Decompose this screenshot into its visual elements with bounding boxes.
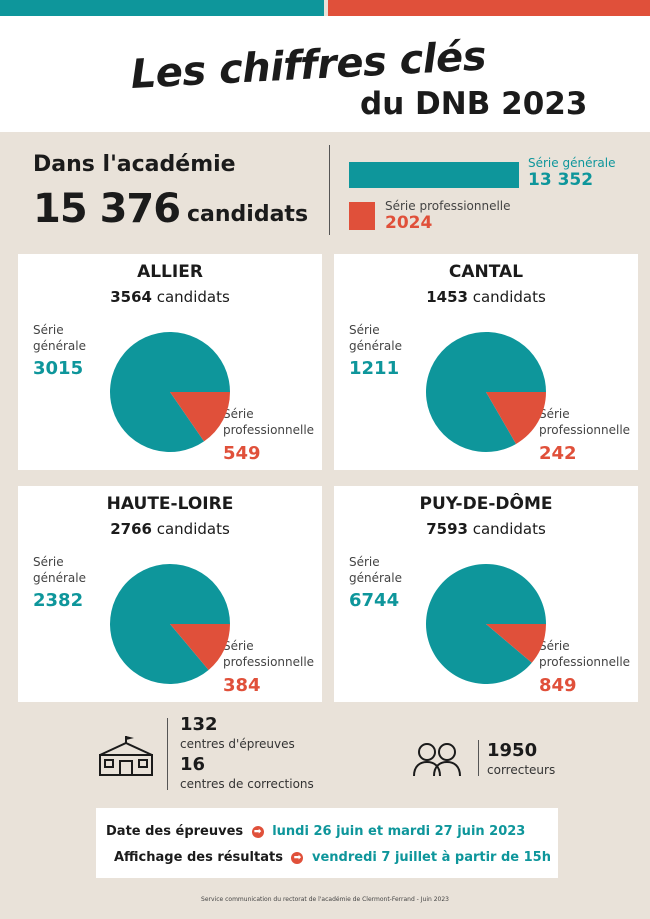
pie-chart-haute-loire [110, 564, 230, 684]
value-serie-pro: 849 [539, 675, 577, 696]
department-card-allier: ALLIER 3564 candidats Série générale 301… [18, 254, 322, 470]
dates-box: Date des épreuves ➡ lundi 26 juin et mar… [96, 808, 558, 878]
divider [329, 145, 330, 235]
academie-label: Dans l'académie [33, 152, 236, 177]
top-bar-teal [0, 0, 324, 16]
bar-serie-professionnelle [349, 202, 375, 230]
department-total: 1453 candidats [426, 288, 546, 306]
date-resultats-row: Affichage des résultats ➡ vendredi 7 jui… [114, 850, 551, 865]
academie-unit: candidats [187, 202, 309, 227]
value-serie-generale: 1211 [349, 358, 400, 379]
department-card-cantal: CANTAL 1453 candidats Série générale 121… [334, 254, 638, 470]
label-serie-generale: Série générale [349, 555, 402, 585]
label-serie-pro: Série professionnelle [539, 639, 631, 669]
label-serie-generale: Série générale [33, 555, 86, 585]
top-bar-red [328, 0, 650, 16]
correcteurs-number: 1950 [487, 740, 538, 761]
value-serie-pro: 242 [539, 443, 577, 464]
label-serie-pro: Série professionnelle [223, 639, 315, 669]
bar-label-generale: Série générale [528, 156, 616, 170]
bar-value-generale: 13 352 [528, 170, 594, 190]
label-serie-pro: Série professionnelle [539, 407, 631, 437]
school-building-icon [99, 736, 153, 776]
value-serie-pro: 384 [223, 675, 261, 696]
footer-credit: Service communication du rectorat de l'a… [201, 896, 449, 903]
department-name: CANTAL [448, 262, 524, 282]
academie-total: 15 376 [33, 186, 181, 232]
header: Les chiffres clés du DNB 2023 [0, 16, 650, 132]
department-name: ALLIER [137, 262, 203, 282]
divider [167, 718, 168, 790]
pie-chart-allier [110, 332, 230, 452]
centres-epreuves-number: 132 [180, 714, 218, 735]
department-total: 2766 candidats [110, 520, 230, 538]
value-serie-generale: 3015 [33, 358, 84, 379]
date-epreuves-row: Date des épreuves ➡ lundi 26 juin et mar… [106, 824, 525, 839]
department-total: 3564 candidats [110, 288, 230, 306]
value-serie-generale: 6744 [349, 590, 400, 611]
people-icon [413, 743, 461, 777]
pie-slice-serie-professionnelle [170, 392, 230, 442]
bar-label-pro: Série professionnelle [385, 199, 511, 213]
arrow-right-icon: ➡ [251, 825, 264, 838]
value-serie-generale: 2382 [33, 590, 84, 611]
department-name: PUY-DE-DÔME [419, 494, 553, 514]
page-subtitle: du DNB 2023 [360, 86, 588, 122]
arrow-right-icon: ➡ [291, 851, 304, 864]
centres-epreuves-label: centres d'épreuves [180, 737, 295, 751]
correcteurs-label: correcteurs [487, 763, 556, 777]
centres-corrections-number: 16 [180, 754, 206, 775]
label-serie-pro: Série professionnelle [223, 407, 315, 437]
pie-slice-serie-professionnelle [486, 392, 546, 444]
pie-chart-cantal [426, 332, 546, 452]
bar-value-pro: 2024 [385, 213, 433, 233]
date-epreuves-value: lundi 26 juin et mardi 27 juin 2023 [272, 824, 526, 839]
date-epreuves-label: Date des épreuves [106, 824, 244, 839]
department-name: HAUTE-LOIRE [106, 494, 234, 514]
value-serie-pro: 549 [223, 443, 261, 464]
label-serie-generale: Série générale [349, 323, 402, 353]
pie-chart-puy-de-dome [426, 564, 546, 684]
label-serie-generale: Série générale [33, 323, 86, 353]
top-color-bar [0, 0, 650, 16]
date-resultats-label: Affichage des résultats [114, 850, 283, 865]
pie-slice-serie-professionnelle [486, 624, 546, 663]
department-card-haute-loire: HAUTE-LOIRE 2766 candidats Série général… [18, 486, 322, 702]
divider [478, 740, 479, 776]
date-resultats-value: vendredi 7 juillet à partir de 15h [312, 850, 551, 865]
bar-serie-generale [349, 162, 519, 188]
centres-corrections-label: centres de corrections [180, 777, 314, 791]
department-card-puy-de-dome: PUY-DE-DÔME 7593 candidats Série général… [334, 486, 638, 702]
pie-slice-serie-professionnelle [170, 624, 230, 670]
department-total: 7593 candidats [426, 520, 546, 538]
